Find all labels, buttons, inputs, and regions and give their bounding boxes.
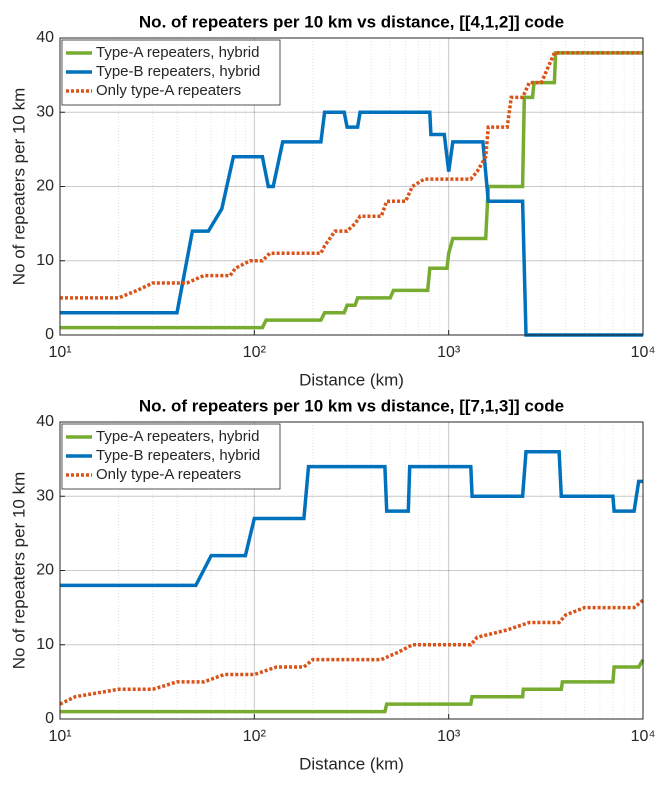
y-tick-label: 30 xyxy=(36,103,54,120)
x-tick-label: 10³ xyxy=(437,344,461,361)
x-tick-label: 10⁴ xyxy=(631,728,656,745)
y-tick-label: 40 xyxy=(36,413,54,430)
y-tick-label: 30 xyxy=(36,487,54,504)
y-tick-label: 10 xyxy=(36,636,54,653)
x-tick-label: 10² xyxy=(243,344,267,361)
x-tick-label: 10¹ xyxy=(48,728,71,745)
axes-box xyxy=(59,421,644,720)
legend-label: Only type-A repeaters xyxy=(96,82,241,99)
series-line xyxy=(60,449,643,588)
x-axis-label: Distance (km) xyxy=(299,370,404,389)
chart-title: No. of repeaters per 10 km vs distance, … xyxy=(139,396,564,415)
series-line xyxy=(60,110,643,337)
legend-box xyxy=(61,39,281,106)
legend-label: Type-B repeaters, hybrid xyxy=(96,63,260,80)
legend-box xyxy=(61,423,281,490)
legend-label: Type-A repeaters, hybrid xyxy=(96,428,259,445)
y-axis-label: No of repeaters per 10 km xyxy=(9,88,28,285)
legend-label: Only type-A repeaters xyxy=(96,466,241,483)
legend-label: Type-A repeaters, hybrid xyxy=(96,44,259,61)
y-tick-label: 10 xyxy=(36,252,54,269)
series-line xyxy=(60,51,643,300)
x-tick-label: 10³ xyxy=(437,728,461,745)
y-tick-label: 40 xyxy=(36,29,54,46)
x-tick-label: 10¹ xyxy=(48,344,71,361)
series-line xyxy=(59,598,645,706)
y-tick-label: 20 xyxy=(36,178,54,195)
y-tick-label: 20 xyxy=(36,562,54,579)
chart-title: No. of repeaters per 10 km vs distance, … xyxy=(139,12,564,31)
x-tick-label: 10⁴ xyxy=(631,344,656,361)
series-line xyxy=(60,658,645,714)
y-tick-label: 0 xyxy=(45,710,54,727)
axes-box xyxy=(59,37,644,336)
y-axis-label: No of repeaters per 10 km xyxy=(9,472,28,669)
x-tick-label: 10² xyxy=(243,728,267,745)
y-tick-label: 0 xyxy=(45,326,54,343)
x-axis-label: Distance (km) xyxy=(299,754,404,773)
series-line xyxy=(60,51,643,330)
legend-label: Type-B repeaters, hybrid xyxy=(96,447,260,464)
